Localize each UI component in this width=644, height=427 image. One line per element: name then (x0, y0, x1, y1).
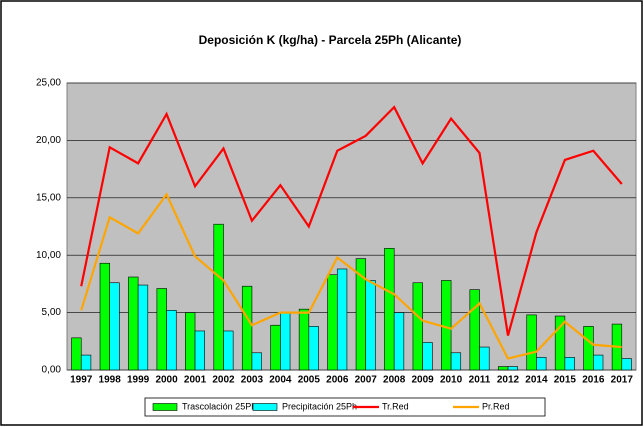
bar (450, 352, 462, 371)
bar (422, 342, 433, 371)
bar (137, 284, 149, 371)
y-tick-label: 20,00 (36, 135, 61, 146)
bar (583, 326, 594, 371)
bar (564, 357, 575, 371)
bar (365, 280, 376, 371)
x-tick-label: 2007 (355, 375, 378, 386)
x-tick-label: 2012 (497, 375, 520, 386)
bar (270, 324, 281, 371)
bar (621, 358, 632, 371)
y-tick-label: 10,00 (36, 250, 61, 261)
x-tick-label: 2000 (155, 375, 178, 386)
y-tick-label: 25,00 (36, 78, 61, 89)
legend-label: Tr.Red (382, 401, 409, 411)
bar (479, 346, 490, 371)
x-tick-label: 2002 (212, 375, 235, 386)
x-tick-label: 2001 (184, 375, 207, 386)
x-tick-label: 2003 (241, 375, 264, 386)
legend-label: Trascolación 25Ph (182, 401, 256, 411)
x-tick-label: 2004 (269, 375, 292, 386)
legend-label: Pr.Red (482, 401, 510, 411)
bar (128, 276, 139, 371)
bar (194, 330, 205, 371)
x-tick-label: 2005 (298, 375, 321, 386)
bar (80, 354, 92, 371)
x-tick-label: 1997 (70, 375, 93, 386)
bar (109, 282, 120, 371)
bar (384, 248, 395, 371)
bar (526, 314, 537, 371)
bar (298, 308, 310, 371)
x-tick-label: 1998 (99, 375, 122, 386)
x-tick-label: 2017 (611, 375, 634, 386)
bar (498, 366, 509, 371)
bar (393, 312, 405, 371)
x-tick-label: 2006 (326, 375, 349, 386)
bar (241, 285, 253, 371)
bar (412, 282, 423, 371)
line (80, 192, 622, 360)
x-tick-label: 2014 (525, 375, 548, 386)
bar (251, 352, 262, 371)
x-tick-label: 2011 (469, 375, 491, 386)
bar (536, 357, 547, 371)
bar (213, 223, 224, 371)
bar (223, 330, 234, 371)
x-tick-label: 2008 (383, 375, 406, 386)
legend-box (144, 397, 546, 417)
legend-swatch (152, 403, 178, 411)
chart-title: Deposición K (kg/ha) - Parcela 25Ph (Ali… (199, 33, 462, 47)
bar (507, 366, 518, 371)
x-tick-label: 2015 (554, 375, 577, 386)
plot-area (66, 82, 637, 371)
bar (469, 289, 480, 371)
bar (308, 326, 319, 371)
y-tick-label: 0,00 (42, 365, 62, 376)
bar (336, 268, 348, 371)
x-tick-label: 2009 (412, 375, 435, 386)
bar (185, 312, 196, 371)
bar (280, 312, 291, 371)
bar (99, 262, 110, 371)
bar (593, 354, 604, 371)
x-tick-label: 2016 (582, 375, 605, 386)
bar (71, 337, 82, 371)
bar (166, 310, 177, 371)
y-tick-label: 15,00 (36, 192, 61, 203)
y-tick-label: 5,00 (42, 307, 62, 318)
x-tick-label: 1999 (127, 375, 150, 386)
bar (327, 274, 338, 371)
x-tick-label: 2010 (440, 375, 463, 386)
bar (156, 288, 167, 371)
legend-swatch (252, 403, 278, 411)
legend-label: Precipitación 25Ph (282, 401, 357, 411)
line (80, 105, 623, 336)
bar (554, 315, 566, 371)
